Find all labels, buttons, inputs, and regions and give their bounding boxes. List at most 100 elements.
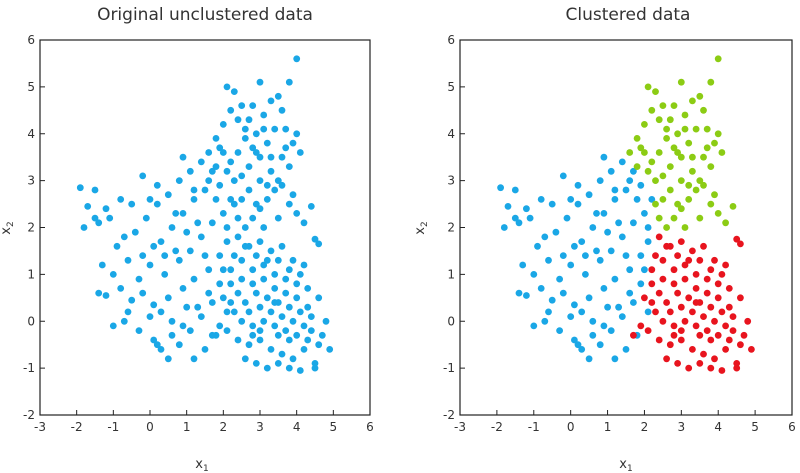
data-point-blue xyxy=(578,238,586,246)
data-point xyxy=(197,158,205,166)
data-point-blue xyxy=(511,214,519,222)
data-point xyxy=(227,106,235,114)
x-tick-label: 2 xyxy=(641,420,649,434)
data-point xyxy=(238,172,246,180)
data-point-green xyxy=(659,172,667,180)
x-tick-label: 6 xyxy=(366,420,374,434)
y-tick-label: 3 xyxy=(447,174,455,188)
x-tick-label: 1 xyxy=(604,420,612,434)
data-point xyxy=(260,125,268,133)
data-point-blue xyxy=(537,196,545,203)
data-point-red xyxy=(733,235,741,243)
data-point-green xyxy=(711,139,718,147)
data-point-blue xyxy=(618,158,626,166)
x-tick-label: -3 xyxy=(34,420,46,434)
data-point xyxy=(304,336,312,344)
data-point xyxy=(285,336,293,344)
data-point-blue xyxy=(541,233,549,241)
data-point-blue xyxy=(615,219,622,227)
data-point-blue xyxy=(593,210,600,217)
data-point xyxy=(260,261,268,269)
data-point-blue xyxy=(571,301,578,309)
data-point-green xyxy=(666,116,674,124)
data-point-blue xyxy=(648,196,656,203)
data-point xyxy=(271,322,279,330)
data-point xyxy=(282,289,290,297)
data-point xyxy=(293,55,301,63)
data-point-blue xyxy=(567,313,575,320)
data-point xyxy=(315,341,323,349)
data-point-green xyxy=(633,163,641,171)
data-point xyxy=(256,238,264,246)
data-point xyxy=(260,224,268,231)
data-point xyxy=(179,285,187,292)
data-point xyxy=(289,191,297,199)
data-point-blue xyxy=(497,184,504,192)
data-point xyxy=(216,280,224,288)
data-point xyxy=(278,106,286,114)
data-point xyxy=(241,125,249,133)
data-point-red xyxy=(670,322,678,330)
data-point xyxy=(175,177,183,185)
data-point xyxy=(238,275,246,283)
data-point-blue xyxy=(500,224,508,231)
left-plot: Original unclustered data -3 -2 -1 0 1 2 3 4 5 6-… xyxy=(0,5,374,473)
data-point xyxy=(216,181,224,189)
data-point xyxy=(318,331,326,339)
data-point-red xyxy=(707,266,715,274)
data-point xyxy=(263,196,271,203)
data-point xyxy=(285,266,293,274)
data-point xyxy=(296,308,304,316)
data-point xyxy=(293,331,301,339)
data-point xyxy=(289,256,297,264)
data-point-blue xyxy=(596,177,604,185)
data-point xyxy=(120,317,128,325)
data-point-red xyxy=(685,294,693,302)
data-point-blue xyxy=(504,203,512,210)
data-point-green xyxy=(670,214,678,222)
data-point xyxy=(256,336,264,344)
data-point-red xyxy=(744,317,752,325)
data-point xyxy=(245,308,253,316)
data-point xyxy=(234,336,242,344)
data-point-blue xyxy=(571,242,578,250)
data-point-green xyxy=(659,102,667,109)
data-point-red xyxy=(648,280,656,288)
data-point-red xyxy=(707,303,715,311)
data-point xyxy=(135,275,143,283)
data-point-green xyxy=(677,78,685,86)
data-point-green xyxy=(652,200,659,208)
data-point xyxy=(168,317,176,325)
data-point xyxy=(91,186,99,194)
data-point-green xyxy=(707,163,715,171)
data-point-red xyxy=(696,331,704,339)
right-plot: Clustered data -3 -2 -1 0 1 2 3 4 5 6-2-10123456 … xyxy=(413,5,796,473)
data-point-blue xyxy=(596,341,604,349)
data-point xyxy=(249,331,257,339)
data-point xyxy=(84,203,92,210)
data-point-green xyxy=(703,144,711,152)
data-point xyxy=(238,317,246,325)
data-point-red xyxy=(725,303,733,311)
data-point-blue xyxy=(530,271,538,278)
data-point-blue xyxy=(526,214,534,222)
data-point-green xyxy=(685,139,693,147)
data-point-blue xyxy=(574,200,582,208)
data-point xyxy=(267,153,275,161)
right-plot-points xyxy=(497,55,755,374)
data-point xyxy=(146,313,154,320)
data-point xyxy=(252,252,260,259)
data-point-red xyxy=(711,355,718,363)
data-point-blue xyxy=(556,275,563,283)
data-point-blue xyxy=(600,322,608,330)
data-point-red xyxy=(641,294,648,302)
data-point xyxy=(293,210,301,217)
data-point-green xyxy=(644,83,652,91)
data-point-red xyxy=(711,317,718,325)
data-point-green xyxy=(685,181,693,189)
data-point-blue xyxy=(637,181,645,189)
data-point-blue xyxy=(641,266,648,274)
data-point-green xyxy=(663,224,670,231)
data-point-blue xyxy=(641,210,648,217)
